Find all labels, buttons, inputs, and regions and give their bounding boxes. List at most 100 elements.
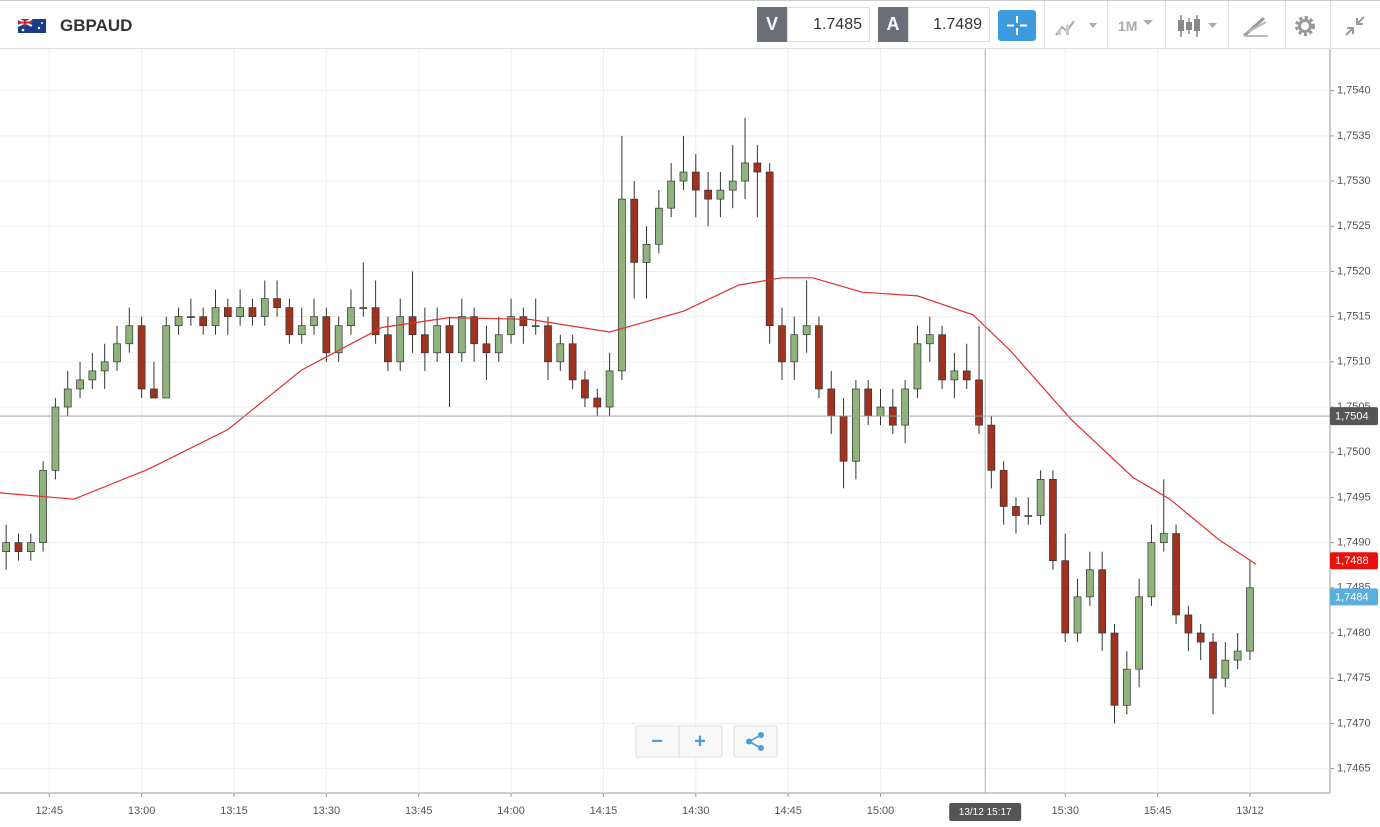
candle-body — [310, 316, 318, 327]
candle-body — [482, 343, 491, 354]
candle-body — [445, 325, 454, 354]
candle-body — [901, 388, 909, 426]
candle-type-button[interactable] — [1176, 13, 1222, 39]
y-tick-label: 1,7475 — [1337, 672, 1371, 684]
x-tick-label: 13/12 — [1236, 805, 1264, 817]
candle-body — [1073, 596, 1082, 634]
candle-body — [174, 316, 183, 327]
crosshair-button[interactable] — [998, 10, 1036, 41]
candle-body — [1024, 515, 1033, 517]
candle-body — [1049, 478, 1057, 562]
x-tick-label: 15:45 — [1144, 805, 1172, 817]
candle-body — [531, 325, 540, 328]
candle-body — [63, 388, 72, 408]
x-tick-label: 14:45 — [774, 805, 802, 817]
candle-body — [494, 334, 503, 354]
candle-body — [76, 379, 84, 390]
y-tick-label: 1,7525 — [1337, 220, 1371, 232]
candle-body — [962, 370, 971, 381]
dropdown-caret — [1143, 20, 1153, 25]
chart: 1,74651,74701,74751,74801,74851,74901,74… — [0, 49, 1378, 821]
candle-body — [51, 406, 60, 471]
candle-body — [384, 334, 392, 363]
candle-body — [827, 388, 836, 417]
ask-price[interactable]: 1.7489 — [908, 7, 990, 42]
candle-body — [568, 343, 577, 381]
draw-tool-button[interactable] — [1242, 14, 1270, 38]
candle-body — [421, 334, 429, 354]
y-tick-label: 1,7490 — [1337, 537, 1371, 549]
y-tick-label: 1,7465 — [1337, 763, 1371, 775]
candle-body — [334, 325, 343, 354]
y-tick-label: 1,7495 — [1337, 491, 1371, 503]
candle-body — [1172, 533, 1180, 616]
candle-body — [162, 325, 171, 399]
moving-average-line — [0, 277, 1257, 565]
zoom-in-button[interactable]: + — [694, 730, 706, 752]
zoom-out-button[interactable]: − — [651, 730, 663, 752]
candle-body — [347, 307, 355, 327]
chart-type-button[interactable] — [1054, 15, 1100, 37]
candle-body — [14, 542, 23, 553]
x-tick-label: 13:30 — [313, 805, 341, 817]
settings-button[interactable] — [1293, 14, 1317, 38]
x-tick-label: 13:45 — [405, 805, 433, 817]
candle-body — [556, 343, 565, 363]
candle-body — [642, 243, 651, 263]
candle-body — [987, 424, 996, 471]
candle-body — [199, 316, 208, 327]
bid-price[interactable]: 1.7485 — [787, 7, 870, 42]
candle-body — [1147, 542, 1156, 598]
candle-body — [236, 307, 244, 317]
expand-button[interactable] — [1343, 14, 1367, 38]
x-tick-label: 12:45 — [35, 805, 63, 817]
candle-body — [1135, 596, 1143, 670]
ask-label[interactable]: A — [878, 7, 908, 42]
candle-body — [2, 542, 11, 553]
candle-body — [1196, 632, 1205, 643]
candle-body — [753, 162, 762, 173]
candle-body — [950, 370, 959, 381]
y-tick-label: 1,7520 — [1337, 265, 1371, 277]
candle-body — [618, 198, 626, 372]
x-tick-label: 14:30 — [682, 805, 710, 817]
crosshair-price-label: 1,7504 — [1335, 410, 1369, 422]
candle-body — [605, 370, 614, 408]
candle-body — [137, 325, 146, 390]
candle-body — [322, 316, 331, 354]
candle-body — [1184, 614, 1193, 634]
candle-body — [765, 171, 774, 327]
candle-body — [839, 415, 848, 462]
candle-body — [457, 316, 466, 354]
candle-body — [88, 370, 97, 381]
candle-body — [691, 171, 700, 191]
timeframe-button[interactable]: 1M — [1118, 18, 1138, 34]
share-icon-dot — [746, 738, 752, 745]
toolbar: GBPAUD V 1.7485 A 1.7489 1M — [0, 0, 1380, 49]
x-tick-label: 13:15 — [220, 805, 248, 817]
share-button[interactable] — [733, 725, 778, 758]
y-tick-label: 1,7480 — [1337, 627, 1371, 639]
price-marker-box — [1330, 552, 1378, 570]
candle-body — [359, 307, 368, 309]
candle-body — [1036, 478, 1045, 516]
candle-body — [544, 325, 552, 363]
candle-body — [273, 298, 281, 308]
candle-body — [26, 542, 35, 553]
price-marker-box — [1330, 588, 1378, 606]
candle-body — [371, 307, 380, 336]
candle-body — [852, 388, 860, 462]
bid-label[interactable]: V — [757, 7, 787, 42]
candle-body — [1098, 569, 1107, 634]
x-tick-label: 15:30 — [1051, 805, 1079, 817]
candle-body — [1246, 587, 1254, 652]
y-tick-label: 1,7510 — [1337, 356, 1371, 368]
share-icon-dot — [758, 732, 764, 738]
candle-body — [248, 307, 257, 317]
flag-icon — [18, 19, 46, 33]
candle-body — [1209, 641, 1217, 679]
x-tick-label: 15:00 — [867, 805, 895, 817]
candle-body — [211, 307, 220, 327]
y-tick-label: 1,7515 — [1337, 311, 1371, 323]
crosshair-time-label: 13/12 15:17 — [959, 807, 1012, 818]
